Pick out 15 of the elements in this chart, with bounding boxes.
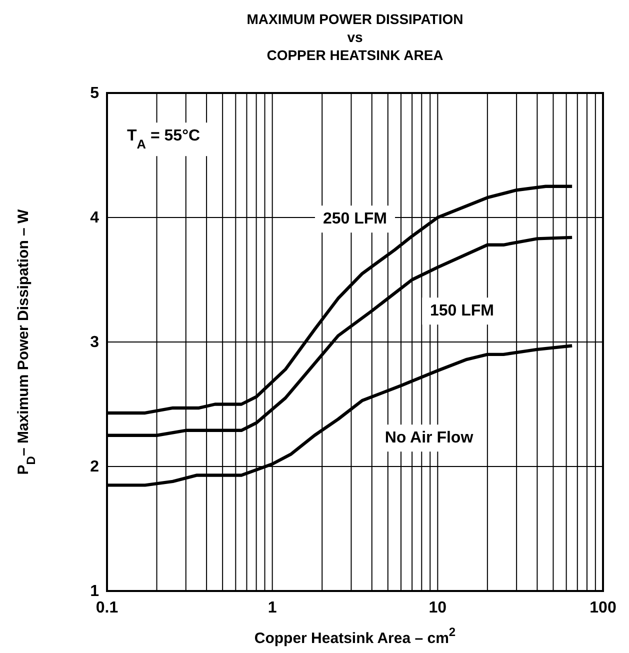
x-tick-label: 100 xyxy=(590,599,616,616)
x-tick-label: 0.1 xyxy=(96,599,118,616)
y-tick-label: 3 xyxy=(90,334,100,352)
annotation: No Air Flow xyxy=(384,430,474,447)
annotation: T$_{A}$ = 55°C xyxy=(127,128,200,152)
y-tick-label: 1 xyxy=(90,583,100,600)
y-tick-label: 2 xyxy=(90,458,100,476)
x-tick-label: 1 xyxy=(268,599,277,616)
annotation: 250 LFM xyxy=(322,210,388,228)
annotation: 150 LFM xyxy=(430,302,494,320)
y-tick-label: 4 xyxy=(90,210,100,227)
y-tick-label: 5 xyxy=(90,85,100,102)
chart-title: MAXIMUM POWER DISSIPATION vs COPPER HEATSINK AREA xyxy=(246,11,464,63)
x-tick-label: 10 xyxy=(428,599,447,616)
x-axis-title: Copper Heatsink Area – cm$^{2}$ xyxy=(254,625,456,647)
